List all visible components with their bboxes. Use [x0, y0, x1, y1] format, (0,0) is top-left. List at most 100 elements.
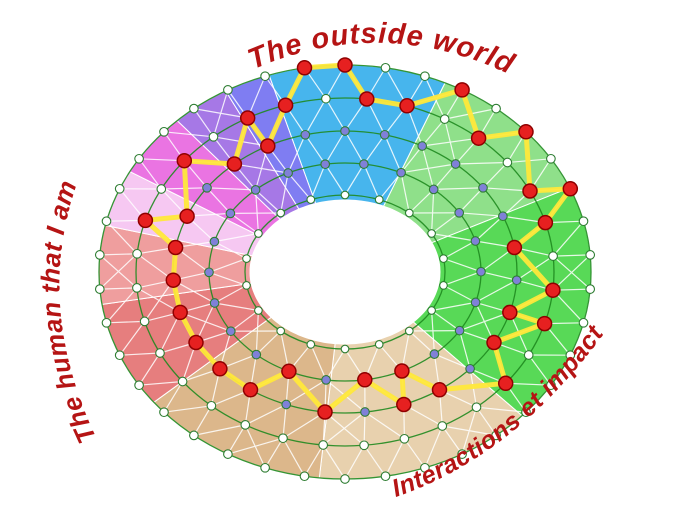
- mesh-edge: [384, 134, 402, 173]
- red-node: [537, 214, 554, 231]
- red-node: [506, 239, 523, 256]
- mesh-edge: [206, 187, 231, 214]
- mesh-node: [223, 449, 233, 459]
- red-node: [396, 396, 412, 413]
- red-node: [212, 361, 228, 377]
- mesh-node: [114, 350, 125, 361]
- mesh-edge: [324, 163, 346, 196]
- mesh-node: [471, 402, 482, 413]
- mesh-edge: [384, 438, 405, 477]
- mesh-edge: [106, 287, 138, 324]
- mesh-node: [260, 462, 270, 473]
- mesh-edge: [310, 344, 327, 381]
- mesh-node: [340, 474, 350, 484]
- mesh-edge: [431, 189, 435, 234]
- red-node: [167, 239, 184, 256]
- mesh-node: [254, 229, 263, 238]
- mesh-node: [476, 266, 486, 277]
- red-node: [226, 156, 243, 172]
- mesh-node: [427, 306, 436, 315]
- mesh-node: [457, 449, 467, 459]
- mesh-edge: [214, 232, 259, 243]
- red-node: [518, 124, 534, 140]
- red-node: [497, 375, 514, 392]
- mesh-node: [404, 326, 414, 336]
- red-node: [172, 304, 188, 321]
- mesh-node: [470, 236, 481, 246]
- mesh-node: [523, 350, 534, 360]
- mesh-node: [209, 236, 220, 247]
- red-node: [486, 334, 502, 351]
- mesh-node: [300, 129, 311, 140]
- mesh-node: [340, 344, 350, 354]
- mesh-edge: [119, 352, 161, 356]
- mesh-node: [223, 85, 233, 95]
- mesh-node: [454, 207, 465, 218]
- mesh-node: [242, 254, 251, 263]
- mesh-edge: [206, 187, 256, 191]
- mesh-node: [189, 103, 199, 114]
- mesh-edge: [163, 131, 214, 138]
- mesh-edge: [553, 254, 591, 257]
- mesh-node: [321, 93, 331, 104]
- ring-line-3: [135, 97, 555, 447]
- mesh-edge: [475, 279, 517, 303]
- mesh-node: [260, 71, 270, 82]
- mesh-edge: [139, 380, 183, 386]
- mesh-edge: [214, 284, 247, 304]
- mesh-edge: [482, 187, 531, 192]
- mesh-node: [320, 159, 331, 170]
- mesh-edge: [408, 188, 435, 214]
- mesh-node: [208, 131, 219, 142]
- mesh-edge: [179, 311, 232, 332]
- mesh-node: [132, 248, 142, 259]
- mesh-node: [132, 283, 142, 293]
- mesh-node: [306, 195, 316, 204]
- mesh-edge: [480, 271, 517, 281]
- mesh-node: [155, 348, 165, 358]
- mesh-edge: [322, 444, 346, 480]
- mesh-node: [417, 141, 428, 151]
- mesh-node: [502, 157, 513, 168]
- mesh-node: [427, 229, 436, 238]
- mesh-edge: [282, 437, 306, 477]
- mesh-node: [399, 433, 410, 444]
- mesh-node: [139, 316, 150, 327]
- mesh-edge: [401, 163, 456, 174]
- mesh-edge: [344, 130, 365, 165]
- mesh-edge: [433, 187, 484, 190]
- mesh-node: [159, 126, 169, 137]
- mesh-edge: [255, 189, 259, 234]
- mesh-edge: [303, 444, 324, 477]
- mesh-node: [548, 251, 558, 261]
- mesh-edge: [193, 405, 212, 436]
- mesh-edge: [482, 162, 508, 189]
- red-node: [536, 315, 553, 332]
- mesh-node: [94, 250, 105, 260]
- mesh-node: [359, 159, 369, 169]
- mesh-edge: [325, 348, 346, 381]
- mesh-edge: [433, 163, 457, 190]
- mesh-node: [306, 340, 316, 349]
- mesh-edge: [431, 310, 460, 332]
- mesh-node: [396, 167, 406, 178]
- red-node: [337, 57, 353, 73]
- mesh-node: [321, 375, 331, 385]
- mesh-edge: [163, 405, 212, 413]
- mesh-edge: [378, 172, 402, 200]
- mesh-edge: [230, 310, 259, 332]
- mesh-edge: [214, 302, 259, 312]
- mesh-edge: [363, 163, 380, 200]
- mesh-node: [189, 430, 199, 441]
- mesh-node: [439, 114, 450, 124]
- mesh-edge: [455, 161, 508, 165]
- mesh-node: [565, 350, 576, 361]
- mesh-edge: [552, 255, 591, 290]
- mesh-node: [521, 407, 531, 418]
- red-node: [137, 212, 154, 229]
- mesh-edge: [476, 406, 497, 436]
- mesh-node: [276, 208, 286, 218]
- mesh-node: [546, 380, 556, 391]
- mesh-node: [578, 216, 589, 227]
- mesh-edge: [400, 172, 410, 214]
